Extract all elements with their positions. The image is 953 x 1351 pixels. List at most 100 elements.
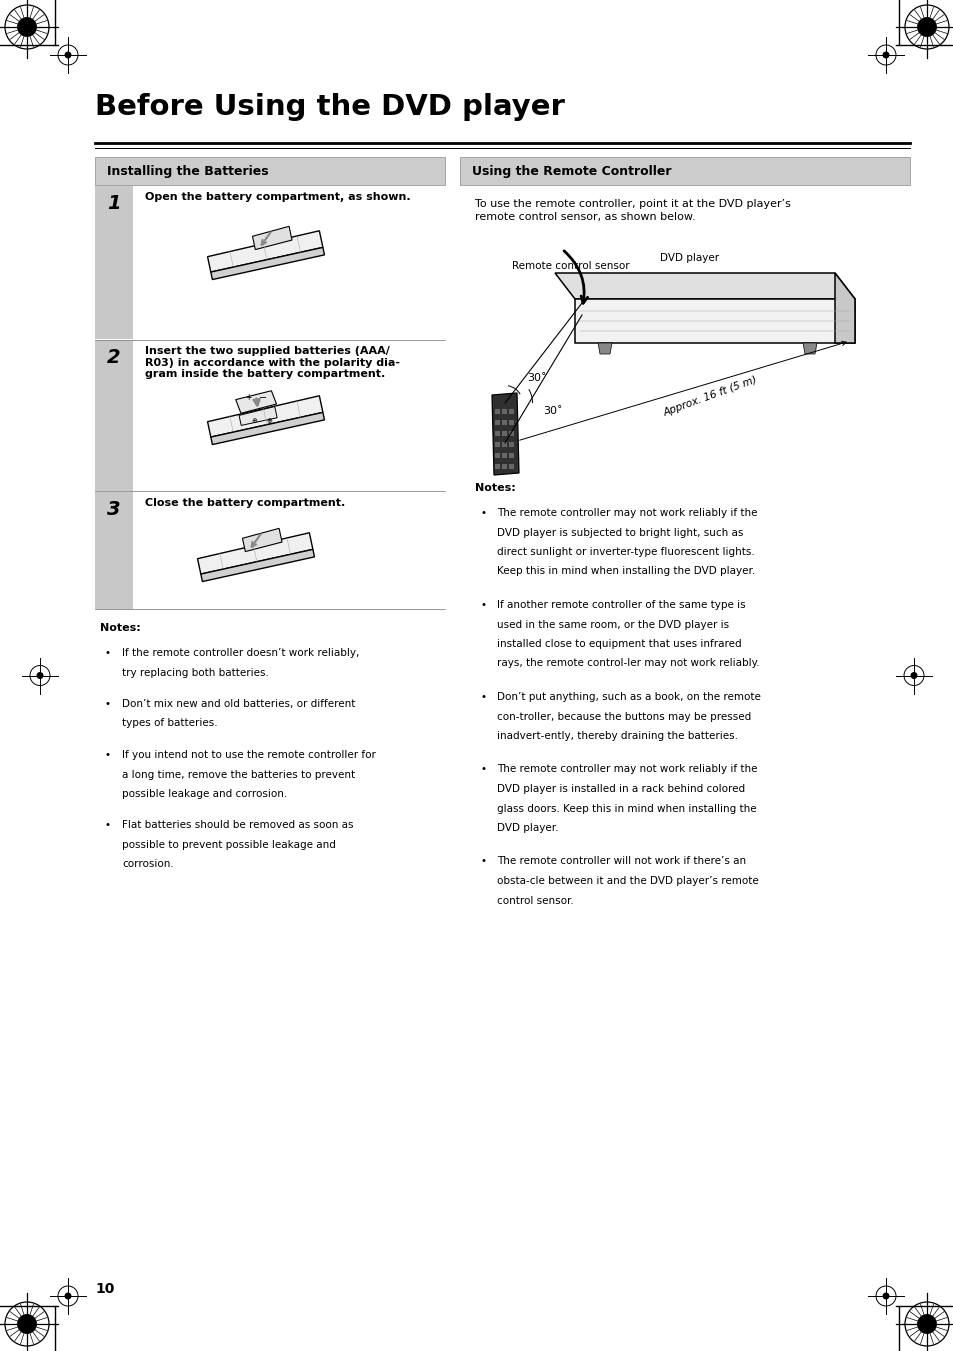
Polygon shape: [834, 273, 854, 343]
Polygon shape: [201, 550, 314, 581]
Text: 10: 10: [95, 1282, 114, 1296]
Text: used in the same room, or the DVD player is: used in the same room, or the DVD player…: [497, 620, 728, 630]
Text: +: +: [245, 393, 251, 403]
FancyBboxPatch shape: [495, 442, 499, 447]
Text: The remote controller may not work reliably if the: The remote controller may not work relia…: [497, 508, 757, 517]
FancyBboxPatch shape: [495, 431, 499, 436]
Text: The remote controller may not work reliably if the: The remote controller may not work relia…: [497, 765, 757, 774]
Text: Don’t mix new and old batteries, or different: Don’t mix new and old batteries, or diff…: [122, 698, 355, 709]
Text: inadvert-ently, thereby draining the batteries.: inadvert-ently, thereby draining the bat…: [497, 731, 738, 740]
FancyBboxPatch shape: [459, 157, 909, 185]
FancyBboxPatch shape: [95, 340, 132, 490]
Text: try replacing both batteries.: try replacing both batteries.: [122, 667, 269, 677]
Polygon shape: [492, 393, 518, 476]
Text: ⊕: ⊕: [266, 419, 272, 424]
FancyBboxPatch shape: [509, 431, 514, 436]
Polygon shape: [555, 273, 854, 299]
Circle shape: [917, 1315, 935, 1333]
Polygon shape: [253, 227, 292, 250]
FancyBboxPatch shape: [501, 420, 506, 424]
Text: DVD player.: DVD player.: [497, 823, 558, 834]
Text: Don’t put anything, such as a book, on the remote: Don’t put anything, such as a book, on t…: [497, 692, 760, 703]
FancyBboxPatch shape: [501, 409, 506, 413]
Circle shape: [65, 53, 71, 58]
Text: Close the battery compartment.: Close the battery compartment.: [145, 499, 345, 508]
FancyBboxPatch shape: [501, 442, 506, 447]
Text: 2: 2: [107, 349, 121, 367]
Text: installed close to equipment that uses infrared: installed close to equipment that uses i…: [497, 639, 740, 648]
FancyBboxPatch shape: [509, 442, 514, 447]
Text: •: •: [479, 765, 485, 774]
Circle shape: [882, 53, 888, 58]
Polygon shape: [211, 412, 324, 444]
Text: DVD player: DVD player: [659, 253, 719, 263]
Text: Installing the Batteries: Installing the Batteries: [107, 165, 269, 177]
FancyBboxPatch shape: [95, 186, 132, 339]
Circle shape: [37, 673, 43, 678]
Text: •: •: [479, 692, 485, 703]
FancyBboxPatch shape: [501, 431, 506, 436]
Text: rays, the remote control-ler may not work reliably.: rays, the remote control-ler may not wor…: [497, 658, 759, 669]
Polygon shape: [197, 532, 313, 574]
FancyBboxPatch shape: [509, 453, 514, 458]
FancyBboxPatch shape: [495, 420, 499, 424]
Text: DVD player is subjected to bright light, such as: DVD player is subjected to bright light,…: [497, 527, 742, 538]
Circle shape: [910, 673, 916, 678]
Text: types of batteries.: types of batteries.: [122, 719, 217, 728]
Text: possible to prevent possible leakage and: possible to prevent possible leakage and: [122, 840, 335, 850]
Text: Open the battery compartment, as shown.: Open the battery compartment, as shown.: [145, 192, 410, 203]
Polygon shape: [802, 343, 816, 354]
Text: Keep this in mind when installing the DVD player.: Keep this in mind when installing the DV…: [497, 566, 755, 577]
Polygon shape: [598, 343, 612, 354]
Text: glass doors. Keep this in mind when installing the: glass doors. Keep this in mind when inst…: [497, 804, 756, 813]
Text: 3: 3: [107, 500, 121, 519]
Text: control sensor.: control sensor.: [497, 896, 573, 905]
FancyBboxPatch shape: [95, 492, 132, 609]
Text: If the remote controller doesn’t work reliably,: If the remote controller doesn’t work re…: [122, 648, 359, 658]
Text: Before Using the DVD player: Before Using the DVD player: [95, 93, 564, 122]
FancyBboxPatch shape: [495, 409, 499, 413]
Text: •: •: [479, 600, 485, 611]
Text: Flat batteries should be removed as soon as: Flat batteries should be removed as soon…: [122, 820, 354, 831]
FancyBboxPatch shape: [509, 409, 514, 413]
Text: Notes:: Notes:: [475, 484, 516, 493]
FancyBboxPatch shape: [501, 453, 506, 458]
Polygon shape: [242, 528, 282, 551]
Polygon shape: [239, 407, 276, 426]
Circle shape: [18, 1315, 36, 1333]
Polygon shape: [235, 390, 276, 413]
Text: 30˚: 30˚: [542, 407, 562, 416]
Text: •: •: [105, 820, 111, 831]
Text: •: •: [105, 750, 111, 761]
Text: a long time, remove the batteries to prevent: a long time, remove the batteries to pre…: [122, 770, 355, 780]
Text: possible leakage and corrosion.: possible leakage and corrosion.: [122, 789, 287, 798]
Text: •: •: [479, 857, 485, 866]
Text: Remote control sensor: Remote control sensor: [512, 261, 629, 272]
Circle shape: [882, 1293, 888, 1298]
Circle shape: [18, 18, 36, 36]
Text: If another remote controller of the same type is: If another remote controller of the same…: [497, 600, 745, 611]
FancyBboxPatch shape: [509, 420, 514, 424]
Text: Insert the two supplied batteries (AAA/
R03) in accordance with the polarity dia: Insert the two supplied batteries (AAA/ …: [145, 346, 399, 380]
Circle shape: [65, 1293, 71, 1298]
FancyBboxPatch shape: [495, 453, 499, 458]
Text: To use the remote controller, point it at the DVD player’s
remote control sensor: To use the remote controller, point it a…: [475, 199, 790, 222]
Polygon shape: [208, 396, 322, 438]
Polygon shape: [575, 299, 854, 343]
Text: •: •: [479, 508, 485, 517]
Text: •: •: [105, 648, 111, 658]
Text: If you intend not to use the remote controller for: If you intend not to use the remote cont…: [122, 750, 375, 761]
Polygon shape: [211, 247, 324, 280]
Text: con-troller, because the buttons may be pressed: con-troller, because the buttons may be …: [497, 712, 750, 721]
Text: Approx. 16 ft (5 m): Approx. 16 ft (5 m): [661, 374, 758, 417]
Text: ⊕: ⊕: [251, 419, 256, 424]
Polygon shape: [208, 231, 322, 272]
Text: The remote controller will not work if there’s an: The remote controller will not work if t…: [497, 857, 745, 866]
Text: 30˚: 30˚: [526, 373, 546, 382]
Text: −: −: [259, 393, 267, 403]
FancyBboxPatch shape: [95, 157, 444, 185]
FancyBboxPatch shape: [501, 465, 506, 469]
Text: direct sunlight or inverter-type fluorescent lights.: direct sunlight or inverter-type fluores…: [497, 547, 754, 557]
Text: corrosion.: corrosion.: [122, 859, 173, 870]
FancyBboxPatch shape: [495, 465, 499, 469]
